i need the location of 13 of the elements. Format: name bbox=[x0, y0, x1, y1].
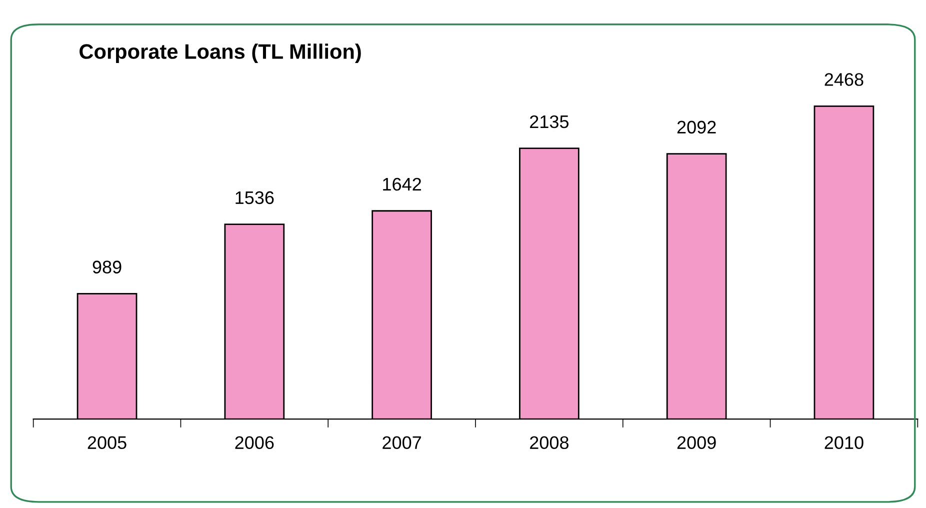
x-tick-label: 2006 bbox=[235, 436, 274, 450]
data-label: 1642 bbox=[383, 178, 421, 191]
x-tick-label: 2010 bbox=[824, 436, 864, 450]
data-label: 2468 bbox=[824, 73, 864, 86]
data-label: 989 bbox=[92, 260, 122, 274]
chart-title: Corporate Loans (TL Million) bbox=[80, 44, 361, 64]
x-tick-label: 2005 bbox=[88, 436, 126, 450]
data-label: 2135 bbox=[530, 115, 569, 128]
data-label: 1536 bbox=[236, 191, 274, 204]
x-tick-label: 2007 bbox=[382, 436, 421, 450]
data-label: 2092 bbox=[677, 120, 716, 134]
x-tick-label: 2008 bbox=[530, 436, 568, 450]
x-tick-label: 2009 bbox=[677, 436, 716, 450]
